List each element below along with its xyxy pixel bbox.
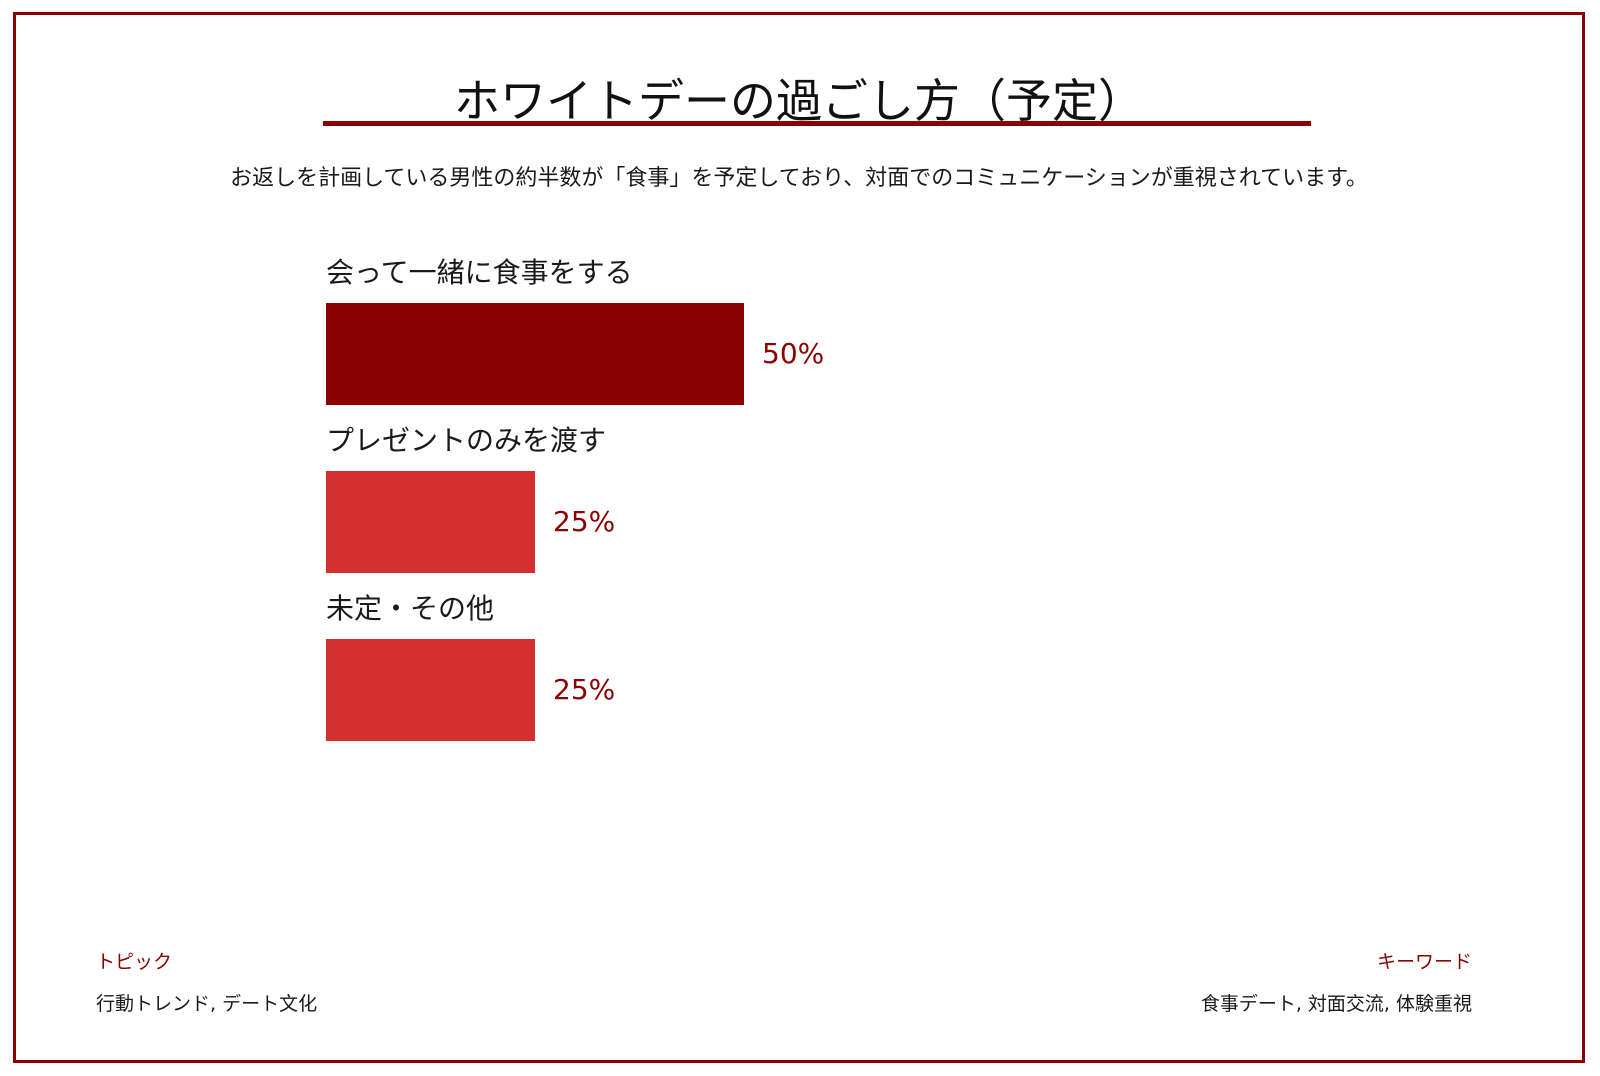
title-underline <box>323 121 1311 126</box>
topic-text: 行動トレンド, デート文化 <box>96 993 318 1015</box>
bar-chart: 会って一緒に食事をする 50% プレゼントのみを渡す 25% 未定・その他 25% <box>326 253 1326 773</box>
keyword-section: キーワード 食事デート, 対面交流, 体験重視 <box>1201 950 1472 1016</box>
bar-category-label: 未定・その他 <box>326 592 495 625</box>
bar-value-label: 50% <box>762 337 825 370</box>
topic-heading: トピック <box>96 951 173 973</box>
bar-group: プレゼントのみを渡す 25% <box>326 421 1326 581</box>
bar-category-label: プレゼントのみを渡す <box>326 424 607 457</box>
bar <box>326 471 535 573</box>
bar <box>326 303 744 405</box>
bar-value-label: 25% <box>553 673 616 706</box>
chart-subtitle: お返しを計画している男性の約半数が「食事」を予定しており、対面でのコミュニケーシ… <box>230 166 1368 191</box>
chart-title: ホワイトデーの過ごし方（予定） <box>454 74 1144 128</box>
bar-group: 会って一緒に食事をする 50% <box>326 253 1326 413</box>
topic-section: トピック 行動トレンド, デート文化 <box>96 950 317 1016</box>
bar-group: 未定・その他 25% <box>326 589 1326 749</box>
bar <box>326 639 535 741</box>
bar-category-label: 会って一緒に食事をする <box>326 256 633 289</box>
keyword-heading: キーワード <box>1376 951 1472 973</box>
card-frame: ホワイトデーの過ごし方（予定） お返しを計画している男性の約半数が「食事」を予定… <box>13 12 1585 1063</box>
keyword-text: 食事デート, 対面交流, 体験重視 <box>1200 993 1472 1015</box>
bar-value-label: 25% <box>553 505 616 538</box>
